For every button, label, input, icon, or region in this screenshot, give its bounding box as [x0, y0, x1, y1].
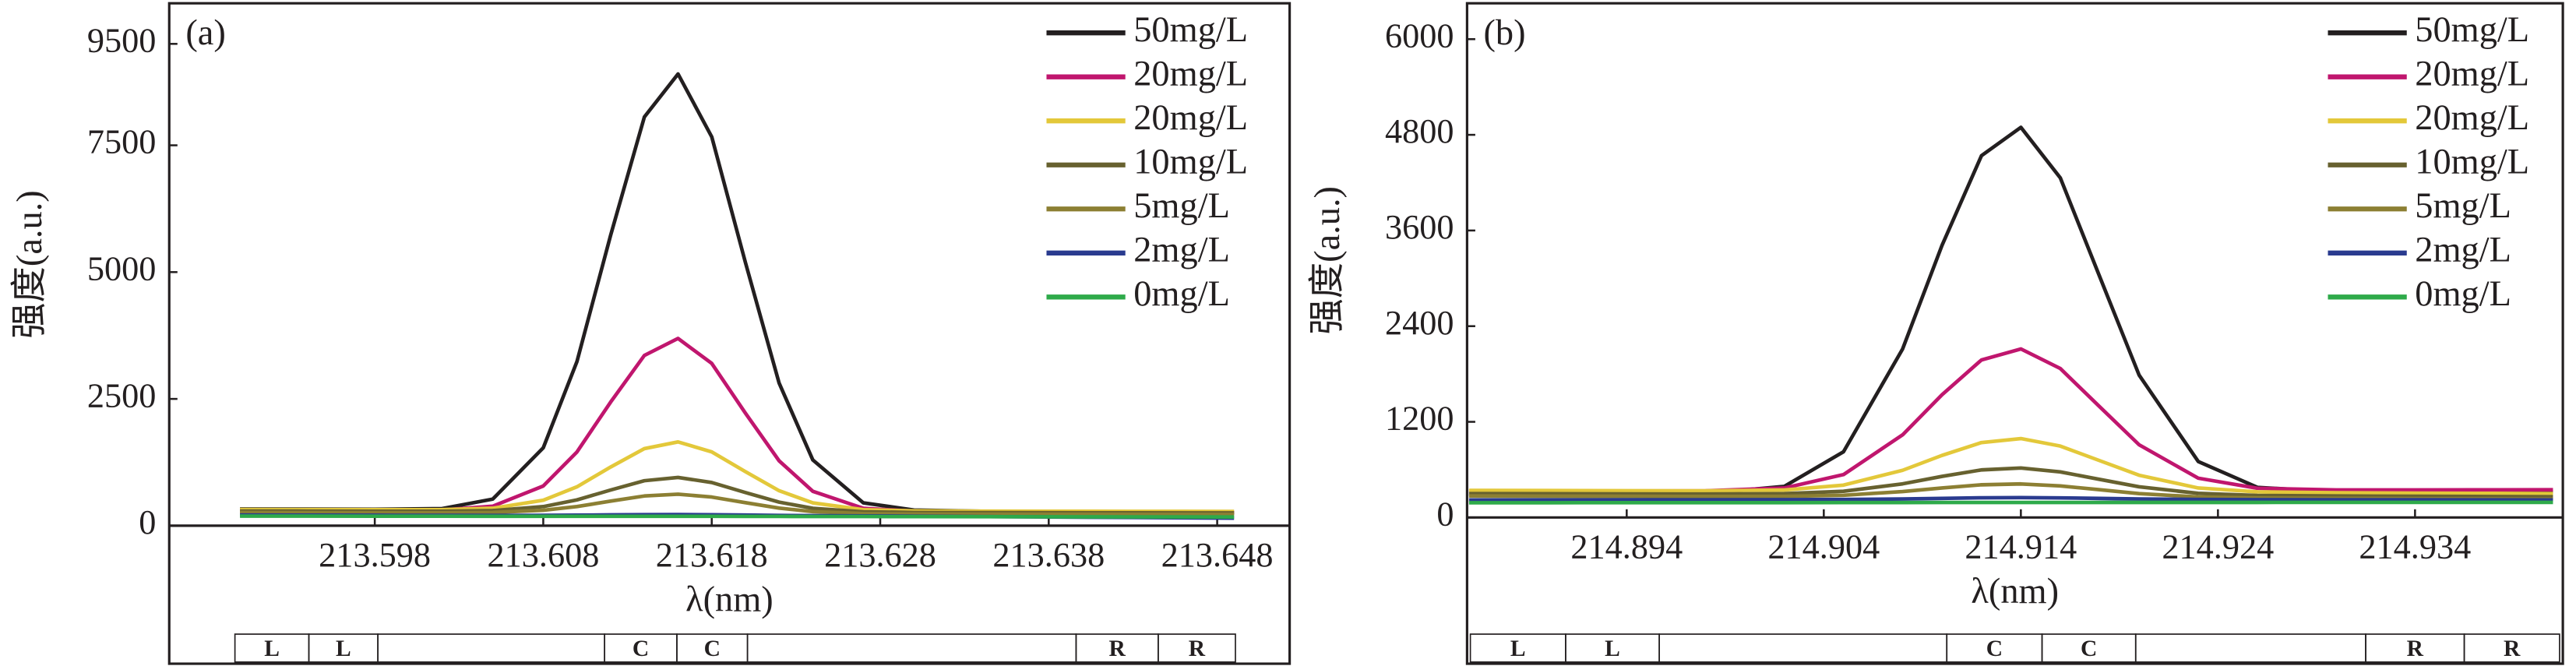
data-line — [1468, 495, 2553, 502]
x-tick-label: 214.914 — [1965, 528, 2077, 566]
legend-label: 2mg/L — [2415, 230, 2511, 270]
region-box — [746, 633, 1077, 663]
legend-label: 20mg/L — [1133, 54, 1248, 93]
region-label: C — [1986, 636, 2003, 661]
x-tick-label: 213.598 — [319, 536, 431, 574]
region-box — [1658, 633, 1948, 663]
data-line — [240, 492, 1235, 516]
plot-area — [1468, 125, 2553, 505]
y-tick-label: 4800 — [1385, 112, 1454, 150]
region-box — [2134, 633, 2366, 663]
legend-label: 5mg/L — [2415, 186, 2511, 226]
panel-frame — [167, 2, 1292, 665]
legend-label: 5mg/L — [1133, 186, 1230, 226]
x-tick-label: 213.628 — [824, 536, 936, 574]
x-tick-label: 214.934 — [2359, 528, 2471, 566]
region-box — [377, 633, 605, 663]
region-label: C — [2081, 636, 2097, 661]
legend-label: 20mg/L — [1133, 98, 1248, 138]
y-tick-label: 9500 — [87, 21, 157, 59]
region-label: L — [1605, 636, 1620, 661]
y-tick-label: 6000 — [1385, 16, 1454, 55]
region-label: C — [704, 636, 721, 661]
legend-label: 2mg/L — [1133, 230, 1230, 270]
region-box — [1158, 633, 1236, 663]
region-label: R — [1189, 636, 1206, 661]
x-tick-label: 214.924 — [2162, 528, 2274, 566]
x-axis-label: λ(nm) — [685, 580, 774, 620]
data-line — [1468, 466, 2553, 499]
y-tick-label: 0 — [1436, 495, 1454, 534]
x-tick-label: 213.638 — [992, 536, 1105, 574]
data-line — [1468, 436, 2553, 495]
x-axis-label: λ(nm) — [1971, 572, 2059, 611]
y-tick-label: 1200 — [1385, 400, 1454, 438]
legend-label: 20mg/L — [2415, 54, 2529, 93]
legend-label: 50mg/L — [2415, 10, 2529, 50]
legend-label: 10mg/L — [2415, 142, 2529, 181]
region-label: L — [264, 636, 280, 661]
legend-label: 10mg/L — [1133, 142, 1248, 181]
x-tick-label: 214.904 — [1767, 528, 1880, 566]
data-line — [1468, 500, 2553, 505]
data-line — [240, 72, 1235, 515]
y-tick-label: 2400 — [1385, 304, 1454, 342]
region-label: R — [2504, 636, 2521, 661]
x-tick-label: 213.608 — [487, 536, 599, 574]
region-label: C — [633, 636, 649, 661]
panel-label: (b) — [1483, 13, 1525, 53]
y-tick-label: 7500 — [87, 123, 157, 161]
region-box — [2463, 633, 2560, 663]
legend-label: 0mg/L — [2415, 274, 2511, 314]
y-tick-label: 2500 — [87, 376, 157, 414]
x-tick-label: 214.894 — [1570, 528, 1683, 566]
plot-area — [240, 72, 1235, 520]
data-line — [240, 514, 1235, 520]
panel-label: (a) — [185, 13, 225, 53]
x-tick-label: 213.648 — [1161, 536, 1274, 574]
region-label: R — [2407, 636, 2424, 661]
legend-label: 20mg/L — [2415, 98, 2529, 138]
data-line — [240, 337, 1235, 515]
y-tick-label: 3600 — [1385, 208, 1454, 246]
legend-label: 0mg/L — [1133, 274, 1230, 314]
region-label: R — [1108, 636, 1126, 661]
y-tick-label: 5000 — [87, 249, 157, 287]
region-label: L — [1510, 636, 1526, 661]
region-label: L — [336, 636, 351, 661]
panel-frame — [1465, 2, 2564, 665]
x-tick-label: 213.618 — [656, 536, 768, 574]
y-tick-label: 0 — [139, 503, 156, 541]
legend-label: 50mg/L — [1133, 10, 1248, 50]
y-axis-label: 强度(a.u.) — [10, 190, 50, 339]
y-axis-label: 强度(a.u.) — [1308, 186, 1348, 335]
